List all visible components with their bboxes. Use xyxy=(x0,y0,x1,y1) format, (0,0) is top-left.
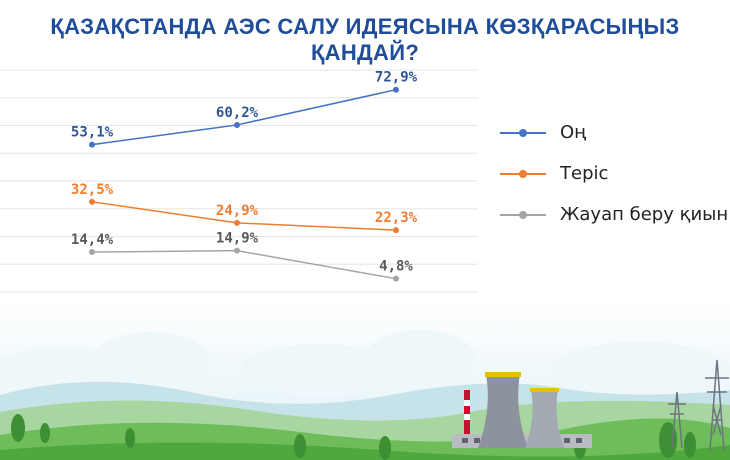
data-label: 22,3% xyxy=(375,210,418,226)
data-point xyxy=(89,141,95,148)
data-point xyxy=(393,86,399,93)
data-label: 32,5% xyxy=(71,182,114,198)
data-label: 14,9% xyxy=(216,231,259,247)
data-labels: 53,1% 60,2% 72,9% 32,5% 24,9% 22,3% 14,4% 14,9%… xyxy=(71,70,418,275)
line-chart: 53,1% 60,2% 72,9% 32,5% 24,9% 22,3% 14,4% 14,9%… xyxy=(0,69,478,293)
legend-swatch xyxy=(500,208,546,222)
legend-swatch xyxy=(500,126,546,140)
legend-swatch xyxy=(500,167,546,181)
series-points xyxy=(89,86,399,282)
data-point xyxy=(89,249,95,256)
cloud-icon xyxy=(0,330,730,403)
chart-title: ҚАЗАҚСТАНДА АЭС САЛУ ИДЕЯСЫНА КӨЗҚАРАСЫҢ… xyxy=(50,14,680,65)
data-point xyxy=(89,198,95,205)
legend-entry: Теріс xyxy=(500,153,728,194)
data-point xyxy=(234,219,240,226)
legend-entry: Жауап беру қиын xyxy=(500,194,728,235)
data-label: 60,2% xyxy=(216,105,259,121)
legend-label: Оң xyxy=(560,122,587,143)
data-point xyxy=(234,247,240,254)
landscape-illustration xyxy=(0,300,730,460)
data-label: 14,4% xyxy=(71,232,114,248)
data-label: 24,9% xyxy=(216,203,259,219)
legend-label: Теріс xyxy=(560,163,609,184)
power-pylon-icon xyxy=(668,359,729,451)
data-label: 53,1% xyxy=(71,125,114,141)
data-label: 72,9% xyxy=(375,70,418,86)
legend-label: Жауап беру қиын xyxy=(560,204,729,225)
legend-entry: Оң xyxy=(500,112,728,153)
data-point xyxy=(393,227,399,234)
legend: Оң Теріс Жауап беру қиын xyxy=(500,112,728,235)
data-label: 4,8% xyxy=(379,259,413,275)
power-plant-icon xyxy=(452,372,592,448)
data-point xyxy=(393,275,399,282)
data-point xyxy=(234,121,240,128)
